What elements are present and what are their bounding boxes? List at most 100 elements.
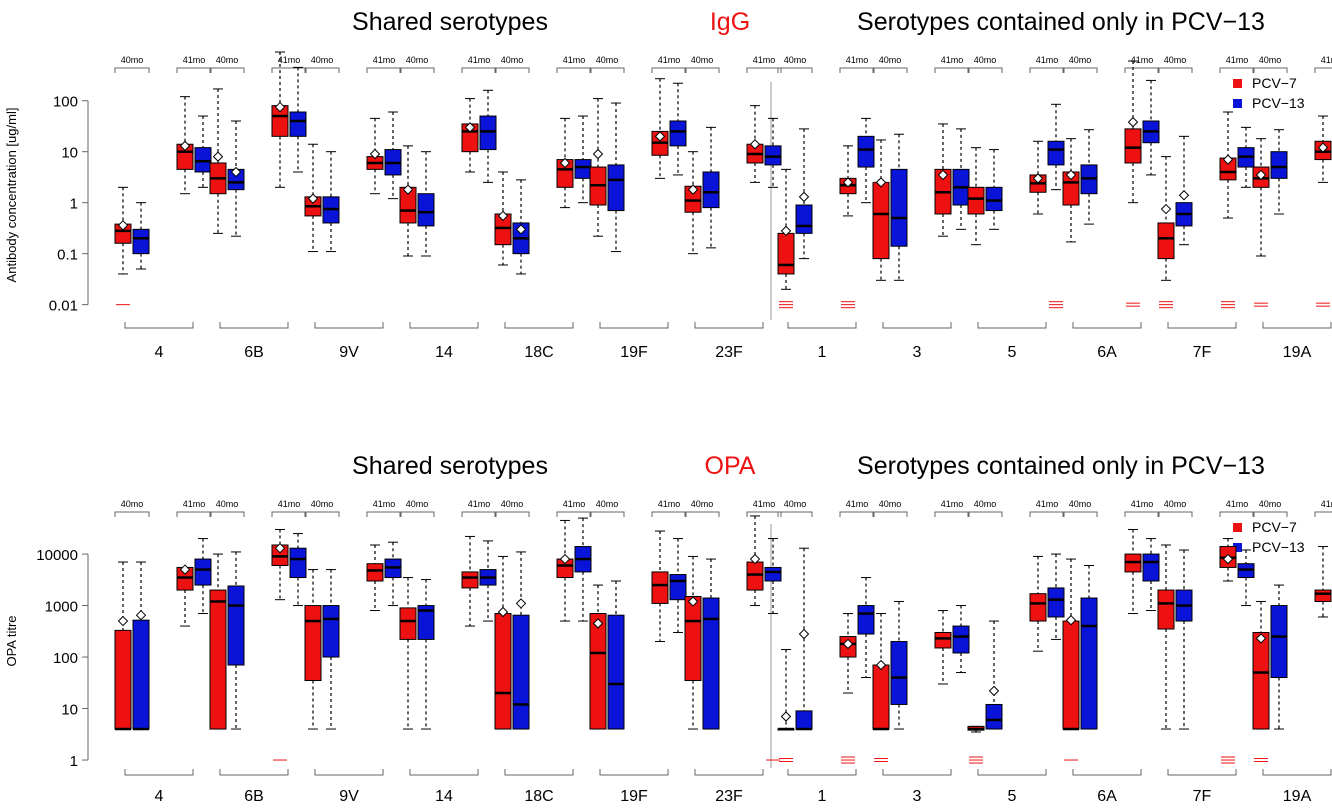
time-bracket-label: 41mo [1226, 499, 1249, 509]
serotype-group: 40mo 41mo 19F [589, 55, 687, 361]
time-bracket-label: 41mo [468, 55, 491, 65]
time-bracket [1314, 67, 1332, 73]
mean-marker [559, 157, 571, 169]
time-bracket-label: 40mo [691, 55, 714, 65]
box-pcv7-41mo [651, 530, 669, 643]
category-label: 23F [715, 788, 743, 805]
serotype-group: 40mo 41mo 4 [114, 499, 212, 805]
time-bracket-label: 40mo [501, 55, 524, 65]
y-tick-label: 100 [53, 650, 78, 667]
serotype-group: 40mo 41mo 7F [1157, 499, 1255, 805]
box-pcv13-41mo [194, 538, 212, 615]
box-pcv7-40mo [494, 555, 512, 730]
time-bracket-label: 41mo [278, 55, 301, 65]
mean-marker [749, 139, 761, 150]
time-bracket [1029, 67, 1065, 73]
iqr-box [194, 558, 212, 586]
time-bracket [1219, 67, 1255, 73]
time-bracket-label: 41mo [1131, 499, 1154, 509]
category-label: 3 [913, 344, 922, 361]
time-bracket-label: 41mo [373, 499, 396, 509]
box-pcv7-40mo [777, 649, 795, 763]
box-pcv7-41mo [1219, 111, 1237, 309]
serotype-group: 40mo 41mo 19F [589, 499, 687, 805]
category-label: 7F [1193, 788, 1212, 805]
iqr-box [702, 597, 720, 730]
time-bracket-label: 40mo [121, 499, 144, 509]
time-bracket [1062, 67, 1098, 73]
box-pcv13-40mo [1080, 564, 1098, 730]
box-pcv13-41mo [857, 117, 875, 204]
y-tick-label: 10 [61, 702, 78, 719]
time-bracket-label: 41mo [753, 499, 776, 509]
time-bracket [684, 67, 720, 73]
iqr-box [399, 607, 417, 640]
iqr-box [764, 566, 782, 582]
category-bracket [1072, 322, 1142, 329]
box-pcv13-40mo [417, 151, 435, 257]
iqr-box [777, 232, 795, 275]
time-bracket [304, 67, 340, 73]
iqr-box [417, 193, 435, 227]
box-pcv13-40mo [795, 547, 813, 731]
legend-swatch [1233, 79, 1242, 88]
time-bracket [684, 511, 720, 517]
time-bracket [271, 511, 307, 517]
category-bracket [219, 769, 289, 776]
iqr-box [512, 614, 530, 730]
serotype-group: 40mo 41mo 6A [1062, 499, 1160, 805]
y-tick-label: 0.01 [49, 298, 78, 315]
box-pcv7-41mo [1314, 115, 1332, 307]
time-bracket-label: 40mo [311, 499, 334, 509]
iqr-box [952, 625, 970, 654]
time-bracket [1124, 67, 1160, 73]
time-bracket-label: 40mo [1069, 55, 1092, 65]
serotype-group: 40mo 41mo 6B [209, 51, 307, 361]
legend-swatch [1233, 523, 1242, 532]
category-label: 19A [1283, 788, 1312, 805]
serotype-group: 40mo 41mo 19A [1252, 499, 1332, 805]
category-bracket [314, 322, 384, 329]
serotype-group: 40mo 41mo 7F [1157, 55, 1255, 361]
category-label: 18C [524, 788, 553, 805]
iqr-box [1157, 222, 1175, 260]
box-pcv13-40mo [322, 569, 340, 730]
title-pcv13-only-serotypes: Serotypes contained only in PCV−13 [857, 452, 1265, 480]
serotype-group: 40mo 41mo 6B [209, 499, 307, 805]
mean-marker [875, 659, 887, 671]
box-pcv13-40mo [1270, 584, 1288, 730]
mean-marker [1255, 633, 1267, 644]
iqr-box [1142, 553, 1160, 582]
iqr-box [574, 159, 592, 179]
time-bracket [589, 67, 625, 73]
category-bracket [124, 322, 194, 329]
box-pcv7-41mo [556, 117, 574, 209]
time-bracket [399, 511, 435, 517]
category-label: 19F [620, 344, 648, 361]
iqr-box [1080, 597, 1098, 730]
box-pcv7-41mo [839, 145, 857, 309]
time-bracket-label: 40mo [784, 499, 807, 509]
iqr-box [795, 204, 813, 234]
iqr-box [1157, 589, 1175, 630]
iqr-box [589, 613, 607, 730]
category-label: 7F [1193, 344, 1212, 361]
time-bracket-label: 40mo [974, 55, 997, 65]
time-bracket [967, 511, 1003, 517]
serotype-group: 40mo 41mo 1 [777, 499, 875, 805]
time-bracket-label: 41mo [658, 55, 681, 65]
iqr-box [1062, 620, 1080, 730]
box-pcv13-40mo [702, 558, 720, 730]
category-bracket [504, 769, 574, 776]
iqr-box [1270, 151, 1288, 179]
category-bracket [787, 769, 857, 776]
time-bracket [1124, 511, 1160, 517]
time-bracket [1157, 511, 1193, 517]
mean-marker [117, 615, 129, 627]
category-bracket [1167, 322, 1237, 329]
category-bracket [694, 322, 764, 329]
iqr-box [417, 605, 435, 640]
y-tick-label: 1 [70, 753, 78, 770]
box-pcv13-40mo [512, 551, 530, 730]
